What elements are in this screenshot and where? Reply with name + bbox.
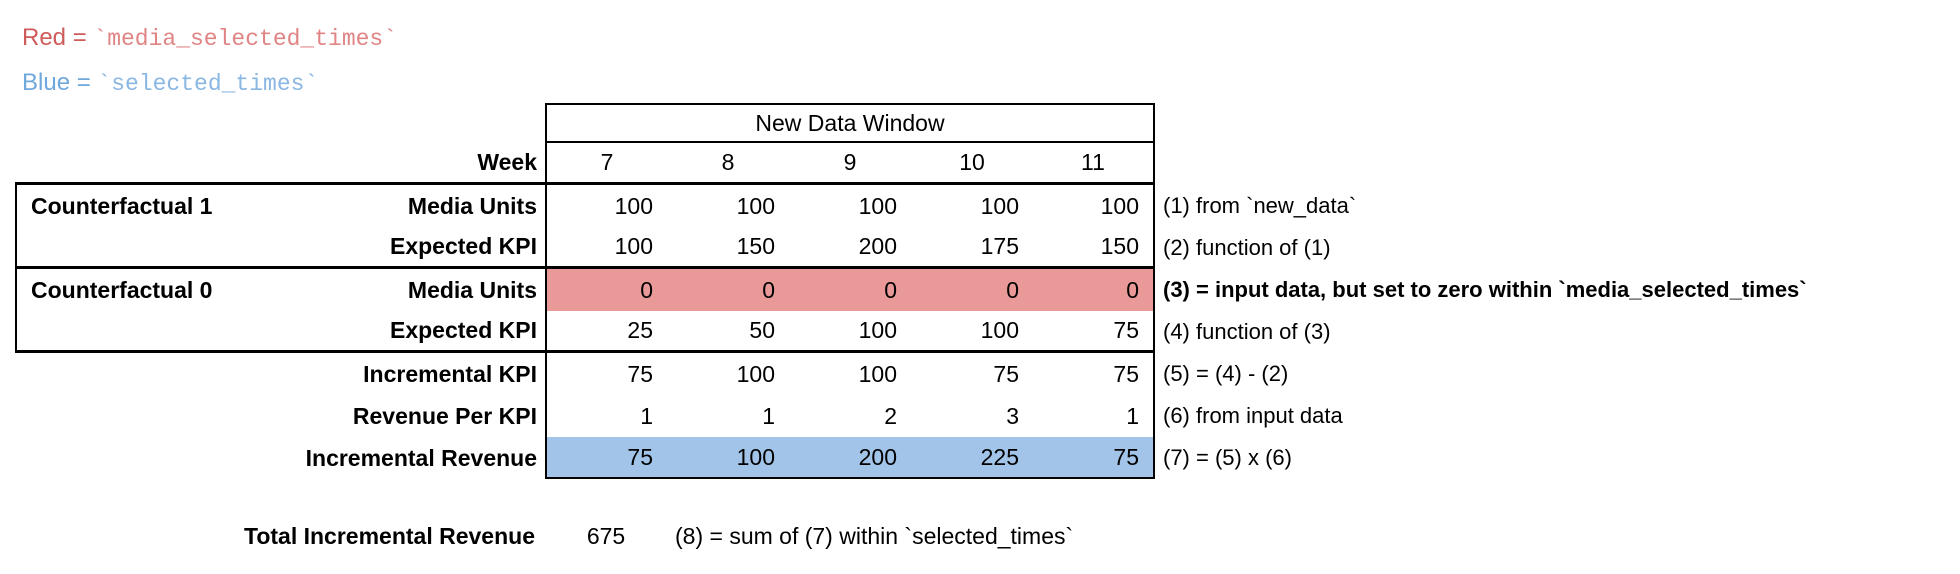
legend-red-line: Red = `media_selected_times` [22,16,397,61]
color-legend: Red = `media_selected_times` Blue = `sel… [22,16,397,106]
table-cell-highlighted-blue: 75 [545,437,667,479]
legend-red-code: `media_selected_times` [93,26,398,52]
table-cell: 100 [980,192,1019,219]
row-label: Incremental KPI [363,360,537,387]
table-cell-highlighted-red: 0 [789,269,911,311]
row-label: Revenue Per KPI [352,402,537,429]
spacer-cell [1155,143,1807,185]
table-cell-highlighted-red: 0 [911,269,1033,311]
row-label: Expected KPI [390,233,537,259]
table-cell: 100 [1033,185,1155,227]
table-cell: 75 [545,353,667,395]
row-label: Incremental Revenue [305,444,537,471]
spacer-cell [1155,103,1807,143]
annotation-6: (6) from input data [1163,403,1343,428]
table-cell: 2 [884,402,897,429]
table-cell: 100 [858,360,897,387]
week-col-header: 10 [911,143,1033,185]
table-cell: 100 [911,311,1033,353]
table-cell: 3 [1006,402,1019,429]
table-cell: 100 [545,227,667,269]
annotation-1: (1) from `new_data` [1163,193,1357,218]
spacer-cell [15,103,545,143]
row-label-cell: Incremental KPI [15,353,545,395]
annotation-2: (2) function of (1) [1163,235,1331,260]
row-label: Media Units [407,192,537,219]
total-value: 675 [586,522,626,549]
row-label-cell: Expected KPI [15,311,545,353]
week-label: Week [477,149,537,175]
legend-blue-code: `selected_times` [97,71,319,97]
annotation-3: (3) = input data, but set to zero within… [1163,277,1807,302]
row-label-cell: Incremental Revenue [15,437,545,479]
table-cell: 75 [1033,353,1155,395]
table-cell: 150 [667,227,789,269]
annotation-4: (4) function of (3) [1163,319,1331,344]
row-label: Media Units [407,276,537,303]
table-cell-highlighted-blue: 200 [789,437,911,479]
week-col-header: 7 [545,143,667,185]
table-cell-highlighted-blue: 225 [911,437,1033,479]
table-cell: 1 [545,395,667,437]
table-cell-highlighted-red: 0 [1033,269,1155,311]
table-header-new-data-window: New Data Window [545,103,1155,143]
group-label-counterfactual-0: Counterfactual 0 [31,276,213,303]
week-col-header: 8 [667,143,789,185]
legend-blue-equals: = [70,69,98,96]
table-cell-highlighted-red: 0 [545,269,667,311]
row-label: Expected KPI [390,317,537,343]
table-cell: 100 [858,192,897,219]
table-cell: 200 [789,227,911,269]
calculation-table: New Data Window Week 7 8 9 10 11 Counter… [15,103,1807,479]
annotation-7: (7) = (5) x (6) [1163,445,1292,470]
week-col-header: 11 [1033,143,1155,185]
row-label-cell: Counterfactual 1 Media Units [15,185,545,227]
table-cell: 175 [911,227,1033,269]
legend-blue-label: Blue [22,69,71,96]
table-cell: 100 [545,185,667,227]
table-cell: 50 [667,311,789,353]
week-row-label-cell: Week [15,143,545,185]
annotation-8: (8) = sum of (7) within `selected_times` [675,522,1074,549]
row-label-cell: Counterfactual 0 Media Units [15,269,545,311]
row-label-cell: Revenue Per KPI [15,395,545,437]
table-cell-highlighted-blue: 75 [1033,437,1155,479]
annotation-5: (5) = (4) - (2) [1163,361,1289,386]
group-label-counterfactual-1: Counterfactual 1 [31,192,213,219]
table-cell: 75 [1033,311,1155,353]
legend-red-equals: = [66,24,94,51]
table-cell: 1 [1033,395,1155,437]
table-cell: 1 [762,402,775,429]
total-label: Total Incremental Revenue [244,522,535,549]
week-col-header: 9 [789,143,911,185]
legend-blue-line: Blue = `selected_times` [22,61,397,106]
table-cell-highlighted-blue: 100 [667,437,789,479]
table-cell: 100 [736,360,775,387]
table-cell: 100 [736,192,775,219]
total-incremental-revenue-row: Total Incremental Revenue 675 (8) = sum … [15,521,1073,551]
legend-red-label: Red [22,24,67,51]
table-cell: 75 [993,360,1019,387]
table-cell: 150 [1033,227,1155,269]
table-cell: 100 [789,311,911,353]
table-cell-highlighted-red: 0 [667,269,789,311]
table-cell: 25 [545,311,667,353]
row-label-cell: Expected KPI [15,227,545,269]
